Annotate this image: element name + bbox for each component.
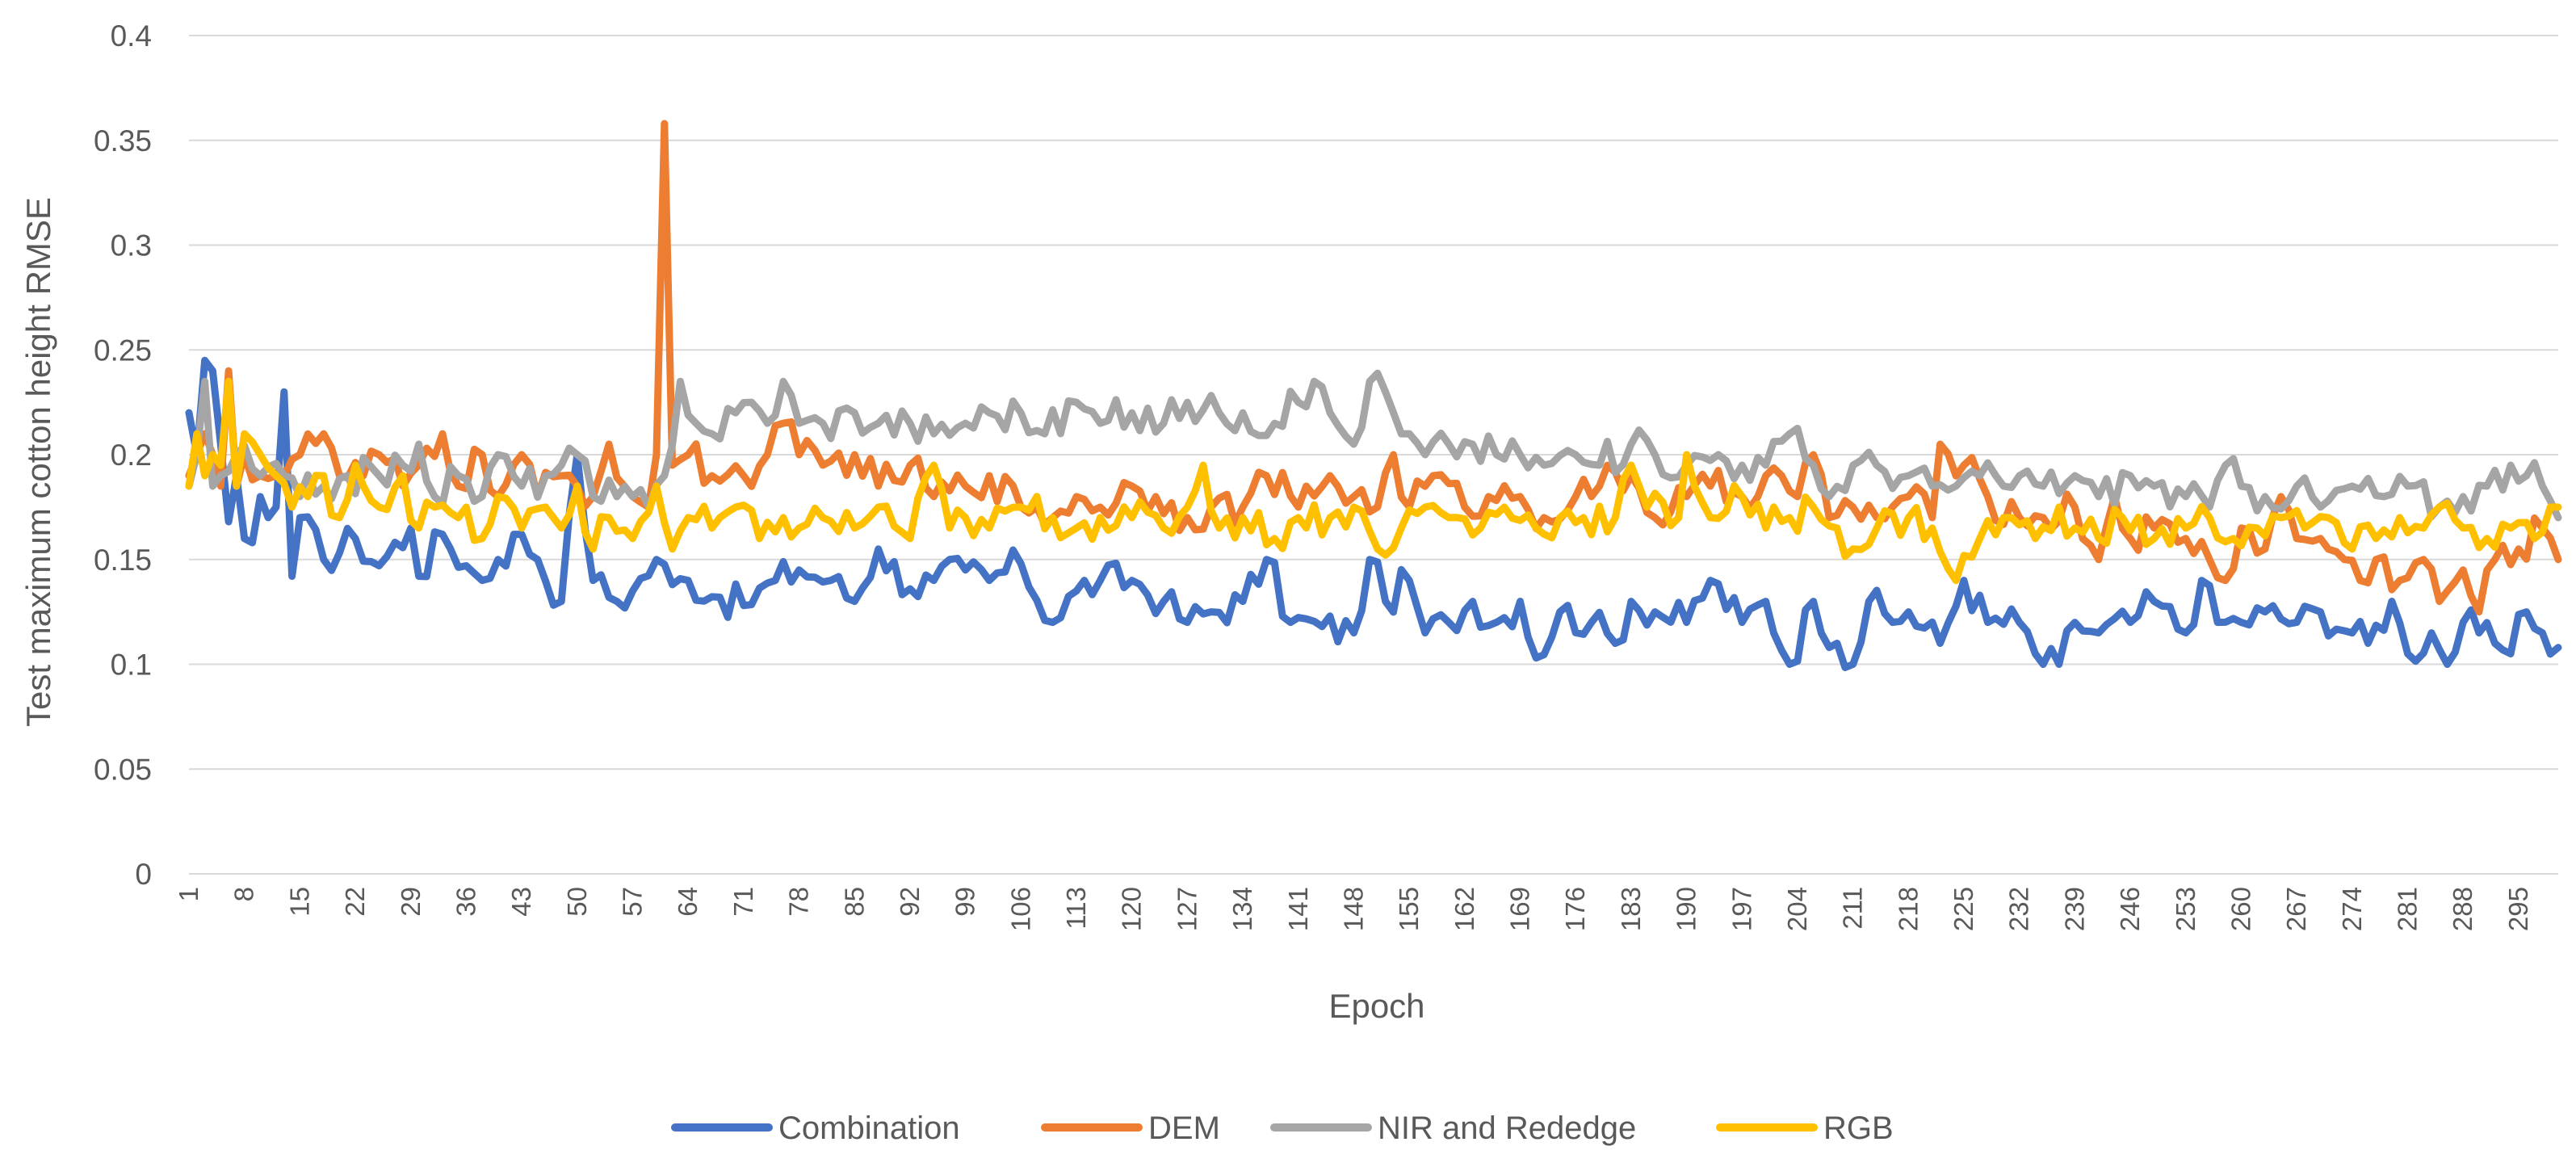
series-line-dem [185, 120, 2562, 616]
x-tick-label: 225 [1949, 887, 1978, 931]
gridlines [189, 35, 2558, 875]
y-tick-label: 0.25 [94, 334, 152, 367]
x-tick-label: 134 [1227, 887, 1257, 931]
x-tick-label: 8 [229, 887, 259, 901]
x-tick-label: 148 [1338, 887, 1368, 931]
x-tick-label: 176 [1560, 887, 1590, 931]
x-tick-label: 1 [174, 887, 203, 901]
x-tick-label: 239 [2059, 887, 2089, 931]
x-tick-label: 232 [2004, 887, 2034, 931]
y-axis-title: Test maximum cotton height RMSE [19, 197, 57, 727]
legend-label: Combination [778, 1111, 960, 1146]
x-tick-label: 169 [1505, 887, 1535, 931]
x-tick-label: 29 [396, 887, 426, 917]
x-tick-label: 267 [2281, 887, 2311, 931]
legend-label: RGB [1823, 1111, 1894, 1146]
y-tick-label: 0.1 [111, 649, 152, 682]
legend-label: DEM [1148, 1111, 1220, 1146]
x-tick-label: 85 [839, 887, 869, 917]
x-tick-label: 281 [2393, 887, 2423, 931]
x-tick-label: 64 [673, 887, 703, 917]
x-tick-labels: 1 8 15 22 29 36 43 50 57 64 71 78 85 92 99 106 113 120 127… [174, 887, 2533, 931]
x-tick-label: 106 [1005, 887, 1035, 931]
y-tick-label: 0.05 [94, 753, 152, 786]
legend-label: NIR and Rededge [1378, 1111, 1636, 1146]
x-tick-label: 190 [1672, 887, 1701, 931]
x-tick-label: 92 [895, 887, 925, 917]
y-tick-label: 0.15 [94, 544, 152, 577]
x-tick-label: 288 [2448, 887, 2477, 931]
x-tick-label: 218 [1893, 887, 1923, 931]
x-tick-label: 274 [2337, 887, 2367, 931]
x-tick-label: 22 [340, 887, 370, 917]
x-tick-label: 50 [562, 887, 592, 917]
series-line-nir-and-rededge [185, 369, 2562, 522]
x-tick-label: 15 [284, 887, 314, 917]
y-tick-label: 0.35 [94, 124, 152, 157]
x-tick-label: 260 [2226, 887, 2255, 931]
x-tick-label: 141 [1283, 887, 1313, 931]
x-tick-label: 155 [1394, 887, 1424, 931]
x-tick-label: 113 [1061, 887, 1091, 930]
x-tick-label: 127 [1172, 887, 1202, 931]
x-tick-label: 43 [506, 887, 536, 917]
y-tick-labels: 0 0.05 0.1 0.15 0.2 0.25 0.3 0.35 0.4 [94, 19, 152, 891]
y-tick-label: 0 [135, 858, 152, 891]
x-tick-label: 162 [1450, 887, 1479, 931]
x-tick-label: 57 [618, 887, 648, 917]
y-tick-label: 0.3 [111, 229, 152, 262]
x-tick-label: 71 [728, 887, 758, 917]
series-lines [185, 120, 2562, 671]
x-tick-label: 253 [2171, 887, 2201, 931]
series-line-rgb [185, 377, 2562, 585]
legend: Combination DEM NIR and Rededge RGB [671, 1111, 1894, 1146]
x-tick-label: 36 [451, 887, 480, 917]
x-tick-label: 99 [950, 887, 980, 917]
y-tick-label: 0.4 [111, 19, 152, 52]
x-tick-label: 211 [1838, 887, 1868, 930]
x-tick-label: 295 [2503, 887, 2533, 931]
x-tick-label: 204 [1782, 887, 1812, 931]
x-tick-label: 197 [1726, 887, 1756, 931]
x-tick-label: 120 [1117, 887, 1147, 931]
x-tick-label: 78 [784, 887, 814, 917]
x-tick-label: 183 [1616, 887, 1646, 931]
x-axis-title: Epoch [1328, 987, 1424, 1025]
x-tick-label: 246 [2115, 887, 2145, 931]
y-tick-label: 0.2 [111, 439, 152, 472]
